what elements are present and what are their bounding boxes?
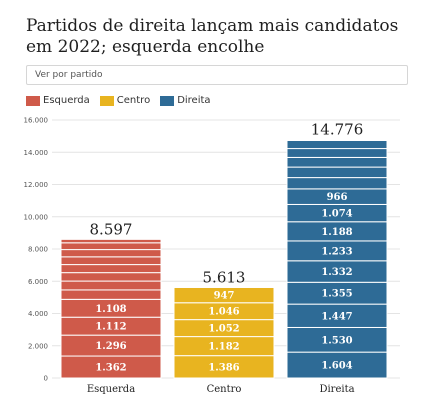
legend-swatch-esquerda xyxy=(26,95,40,106)
segment-value-label: 1.182 xyxy=(208,342,239,353)
segment-value-label: 1.046 xyxy=(208,307,239,318)
legend-item-direita: Direita xyxy=(160,95,211,106)
bar-segment xyxy=(286,139,388,141)
legend-item-centro: Centro xyxy=(99,95,151,106)
segment-value-label: 1.052 xyxy=(208,324,239,335)
bar-total-label: 14.776 xyxy=(311,121,364,139)
bar-segment xyxy=(60,289,162,300)
y-tick-label: 6.000 xyxy=(28,278,48,286)
y-tick-label: 2.000 xyxy=(28,342,48,350)
segment-value-label: 1.355 xyxy=(321,289,352,300)
bar-segment xyxy=(286,156,388,168)
y-tick-label: 8.000 xyxy=(28,246,48,254)
bar-segment xyxy=(60,256,162,266)
legend-label-direita: Direita xyxy=(177,95,211,106)
bar-segment xyxy=(60,242,162,251)
segment-value-label: 1.233 xyxy=(321,246,352,257)
legend-label-centro: Centro xyxy=(116,95,151,106)
y-tick-label: 16.000 xyxy=(24,117,49,125)
y-tick-label: 4.000 xyxy=(28,310,48,318)
segment-value-label: 1.530 xyxy=(321,335,352,346)
bar-segment xyxy=(286,177,388,190)
segment-value-label: 1.188 xyxy=(321,227,352,238)
bar-total-label: 5.613 xyxy=(203,268,246,286)
bar-segment xyxy=(286,148,388,158)
bar-segment xyxy=(286,326,388,353)
y-tick-label: 10.000 xyxy=(24,213,49,221)
segment-value-label: 1.447 xyxy=(321,311,352,322)
segment-value-label: 1.604 xyxy=(321,361,352,372)
bar-segment xyxy=(173,286,275,304)
bar-total-label: 8.597 xyxy=(90,220,133,238)
legend: Esquerda Centro Direita xyxy=(26,95,211,106)
y-tick-label: 12.000 xyxy=(24,181,49,189)
segment-value-label: 1.112 xyxy=(95,322,126,333)
party-view-selector[interactable]: Ver por partido xyxy=(26,65,408,85)
segment-value-label: 1.386 xyxy=(208,362,239,373)
bar-segment xyxy=(60,264,162,274)
segment-value-label: 966 xyxy=(327,192,348,203)
bar-segment xyxy=(286,166,388,179)
bar-segment xyxy=(60,238,162,244)
segment-value-label: 1.074 xyxy=(321,209,352,220)
y-tick-label: 0 xyxy=(44,375,48,383)
bar-segment xyxy=(60,249,162,258)
segment-value-label: 1.332 xyxy=(321,267,352,278)
chart-title: Partidos de direita lançam mais candidat… xyxy=(26,16,399,57)
bar-segment xyxy=(60,280,162,291)
category-label: Esquerda xyxy=(87,384,135,395)
category-label: Centro xyxy=(207,384,242,395)
segment-value-label: 1.296 xyxy=(95,341,126,352)
category-label: Direita xyxy=(319,384,354,395)
segment-value-label: 1.362 xyxy=(95,363,126,374)
legend-swatch-centro xyxy=(99,95,114,106)
bar-segment xyxy=(60,272,162,282)
segment-value-label: 1.108 xyxy=(95,304,126,315)
legend-swatch-direita xyxy=(160,95,175,106)
y-tick-label: 14.000 xyxy=(24,149,49,157)
bar-segment xyxy=(286,139,388,150)
legend-item-esquerda: Esquerda xyxy=(26,95,90,106)
legend-label-esquerda: Esquerda xyxy=(43,95,90,106)
bar-segment xyxy=(286,351,388,379)
segment-value-label: 947 xyxy=(214,291,235,302)
